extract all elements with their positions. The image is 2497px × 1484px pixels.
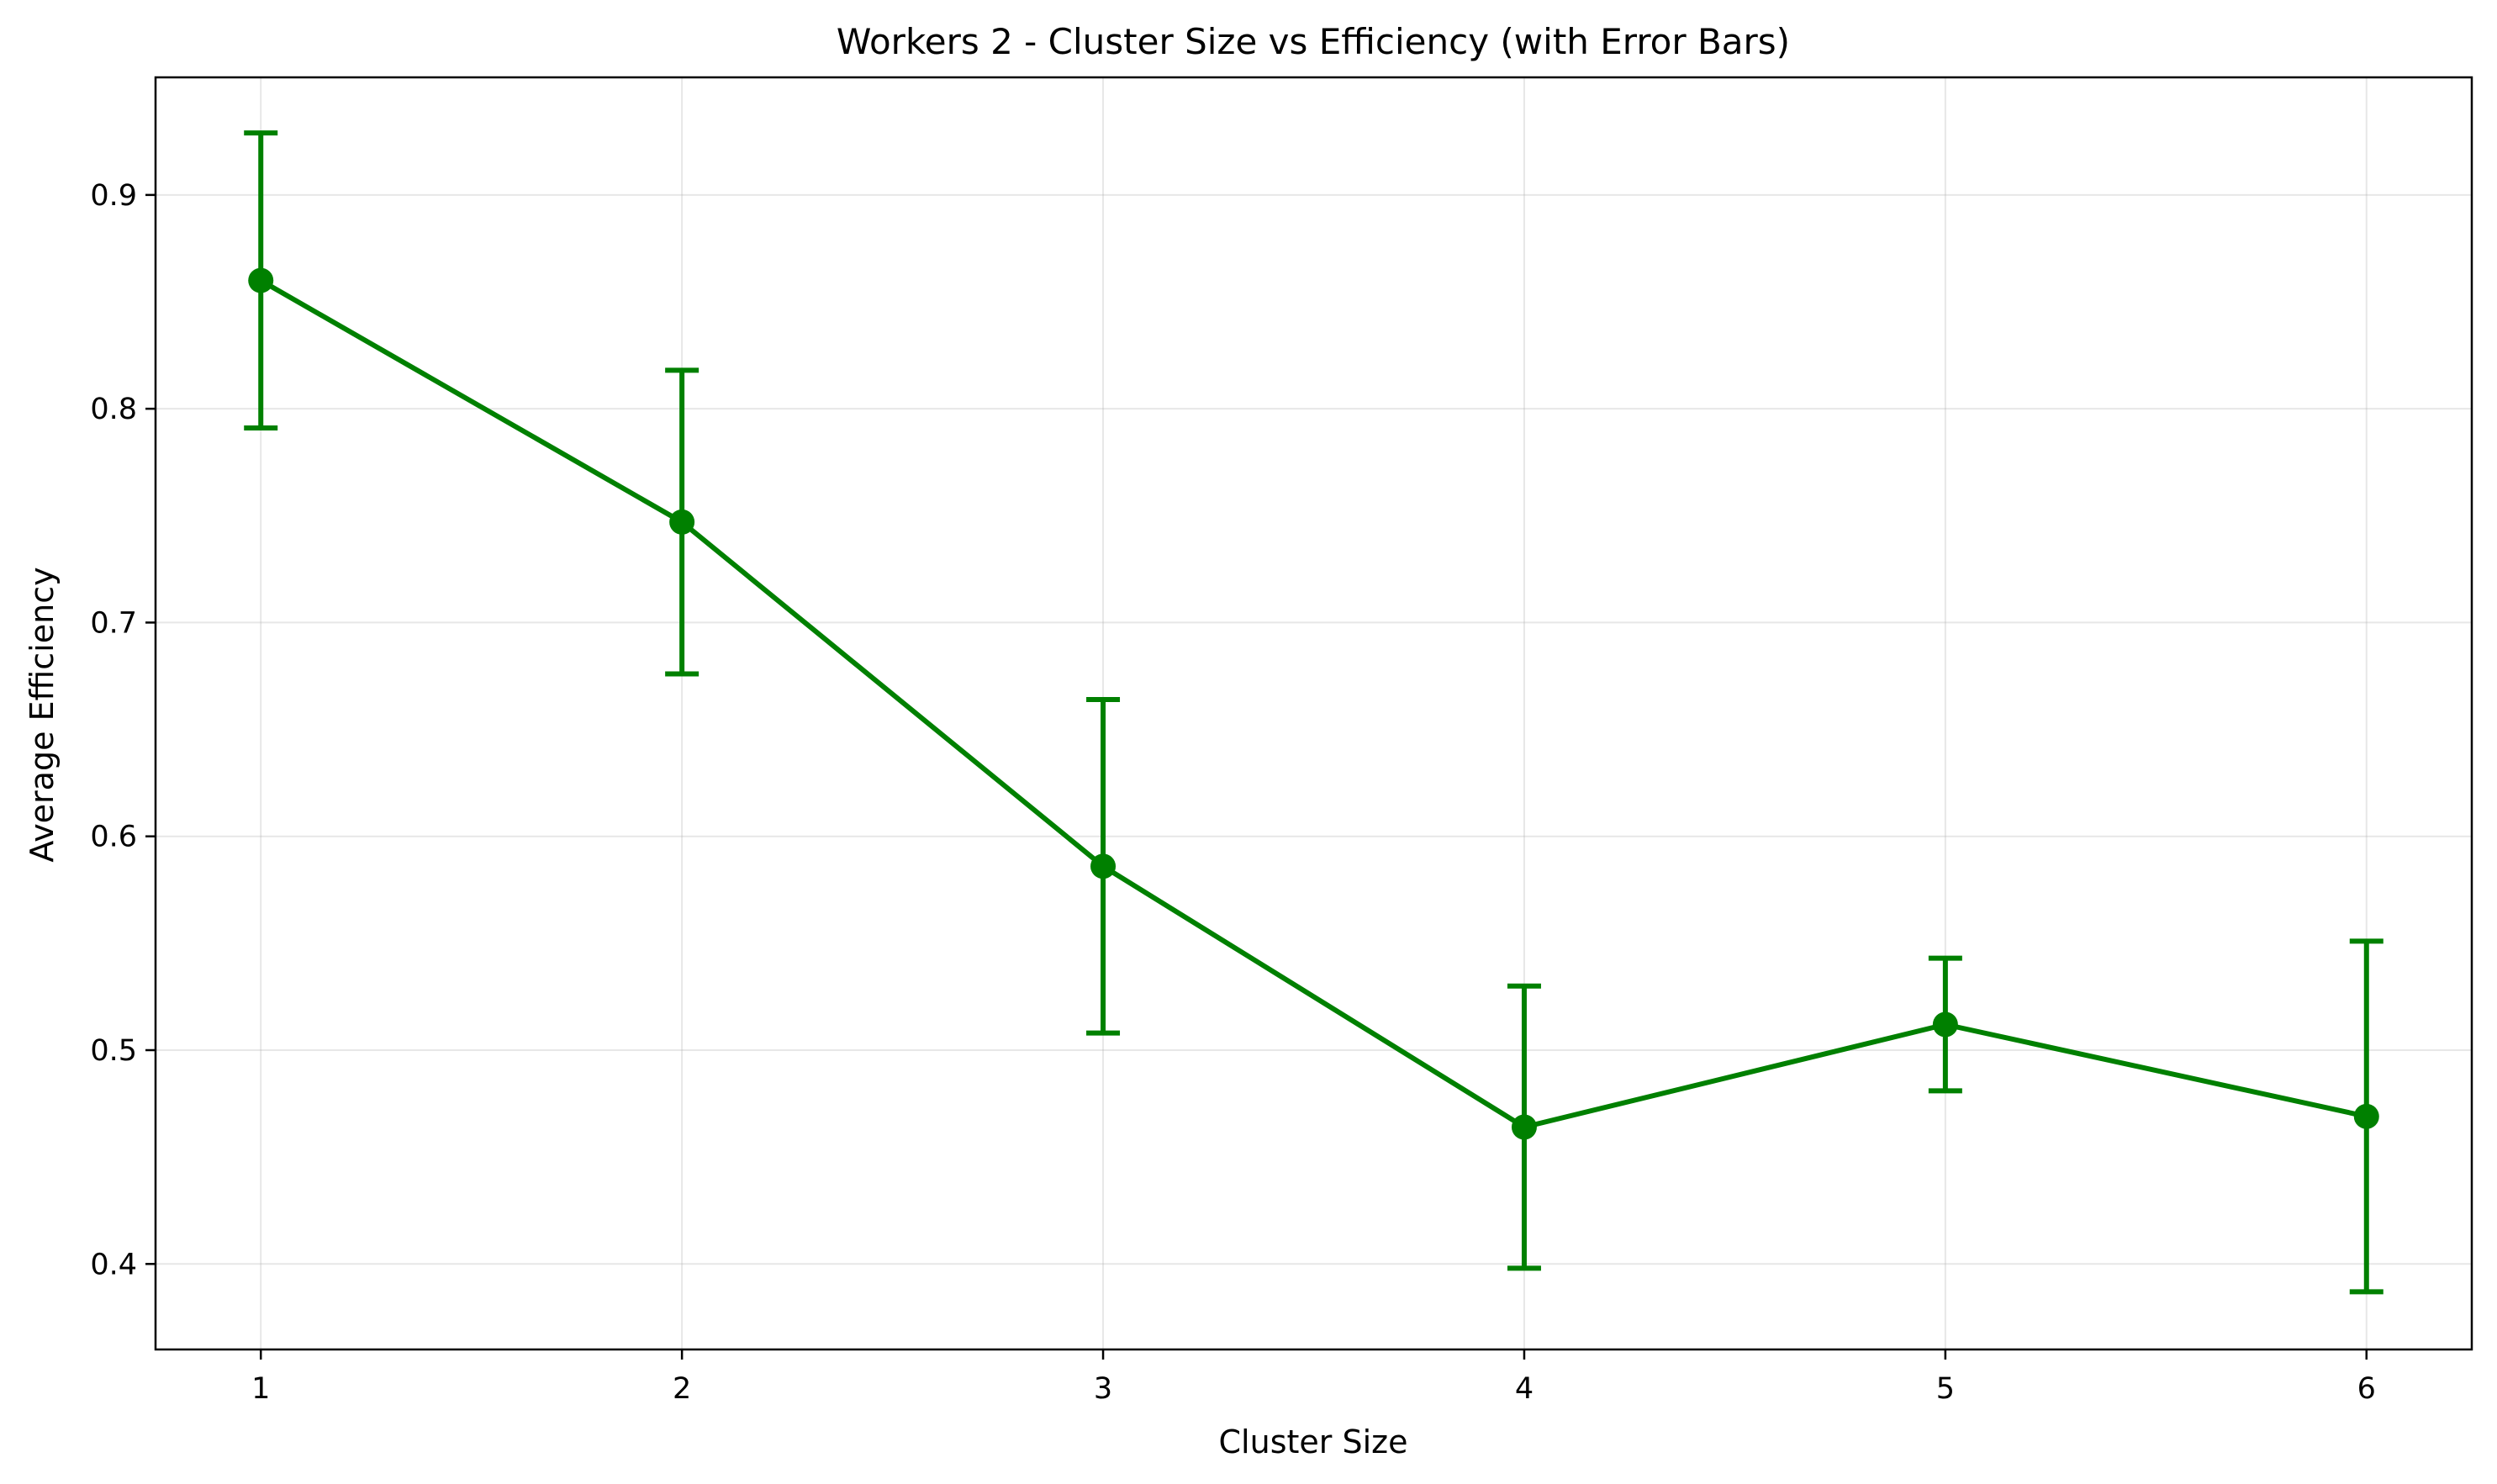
y-tick-label: 0.6	[90, 821, 137, 854]
x-tick-label: 2	[673, 1372, 691, 1406]
y-axis-label: Average Efficiency	[24, 567, 61, 862]
data-point	[1511, 1114, 1537, 1140]
data-point	[1090, 853, 1117, 879]
chart-title: Workers 2 - Cluster Size vs Efficiency (…	[837, 21, 1790, 62]
data-point	[1932, 1011, 1958, 1038]
x-tick-label: 6	[2357, 1372, 2376, 1406]
x-tick-label: 5	[1936, 1372, 1955, 1406]
data-point	[248, 267, 274, 293]
y-tick-label: 0.9	[90, 179, 137, 213]
data-point	[669, 509, 695, 535]
x-tick-label: 4	[1515, 1372, 1534, 1406]
y-tick-label: 0.5	[90, 1034, 137, 1068]
x-axis-label: Cluster Size	[1219, 1423, 1408, 1460]
y-tick-label: 0.4	[90, 1248, 137, 1281]
x-tick-label: 1	[251, 1372, 270, 1406]
y-tick-label: 0.8	[90, 393, 137, 426]
plot-frame	[154, 76, 2473, 1351]
series-line	[258, 277, 2369, 1130]
series	[244, 130, 2384, 1295]
y-tick-label: 0.7	[90, 606, 137, 640]
data-point	[2353, 1103, 2379, 1129]
grid	[156, 77, 2472, 1349]
x-tick-label: 3	[1094, 1372, 1112, 1406]
axis-ticks: 1 2 3 4 5 6 0.4 0.5 0.6 0.7 0.8 0.9	[90, 179, 2376, 1406]
